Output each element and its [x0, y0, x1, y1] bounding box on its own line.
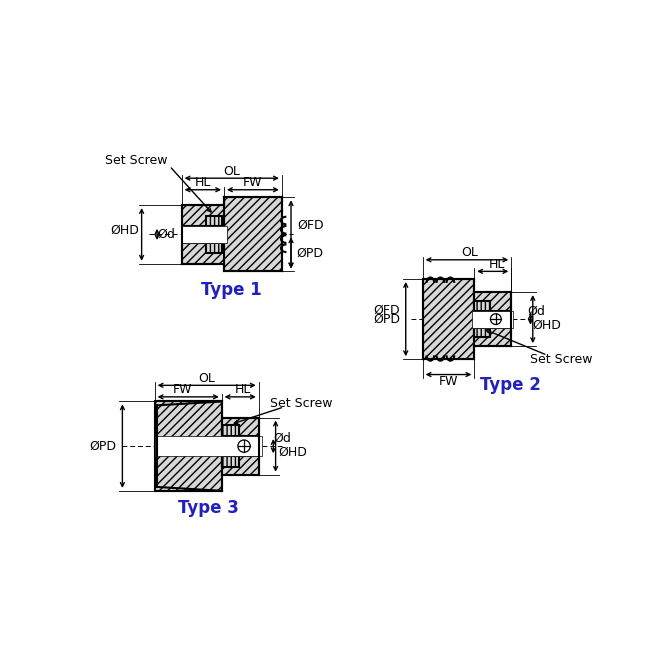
Text: Ød: Ød	[528, 305, 545, 318]
Bar	[206, 216, 222, 226]
Text: Type 1: Type 1	[202, 281, 262, 299]
Text: ØPD: ØPD	[297, 247, 324, 259]
Text: Ød: Ød	[273, 432, 291, 445]
Bar	[474, 292, 511, 311]
Bar	[182, 205, 224, 226]
Text: FW: FW	[172, 383, 192, 397]
Text: ØFD: ØFD	[373, 304, 400, 316]
Text: FW: FW	[243, 176, 263, 190]
Text: ØPD: ØPD	[373, 313, 400, 326]
Bar	[222, 456, 259, 474]
Text: OL: OL	[198, 372, 215, 385]
Text: OL: OL	[223, 165, 240, 178]
Bar	[423, 279, 474, 359]
Text: HL: HL	[195, 176, 211, 190]
Bar	[222, 456, 239, 467]
Text: Type 2: Type 2	[480, 376, 541, 393]
Text: HL: HL	[234, 383, 251, 397]
Text: Set Screw: Set Screw	[530, 352, 592, 366]
Bar	[155, 401, 222, 491]
Bar	[222, 425, 239, 436]
Bar	[474, 328, 490, 337]
Text: FW: FW	[439, 375, 458, 388]
Text: OL: OL	[461, 247, 478, 259]
Bar	[224, 198, 282, 271]
Text: Set Screw: Set Screw	[270, 397, 332, 410]
Bar	[472, 311, 513, 328]
Text: HL: HL	[488, 258, 505, 271]
Text: Ød: Ød	[157, 228, 176, 241]
Bar	[182, 226, 227, 243]
Text: ØPD: ØPD	[90, 440, 117, 453]
Text: Type 3: Type 3	[178, 498, 239, 517]
Bar	[474, 302, 490, 311]
Text: ØHD: ØHD	[532, 319, 561, 332]
Bar	[206, 243, 222, 253]
Text: ØHD: ØHD	[278, 446, 307, 459]
Text: Set Screw: Set Screw	[105, 154, 168, 167]
Text: ØFD: ØFD	[297, 218, 324, 232]
Bar	[222, 417, 259, 436]
Bar	[474, 328, 511, 346]
Text: ØHD: ØHD	[111, 224, 139, 237]
Bar	[155, 436, 262, 456]
Bar	[182, 243, 224, 264]
